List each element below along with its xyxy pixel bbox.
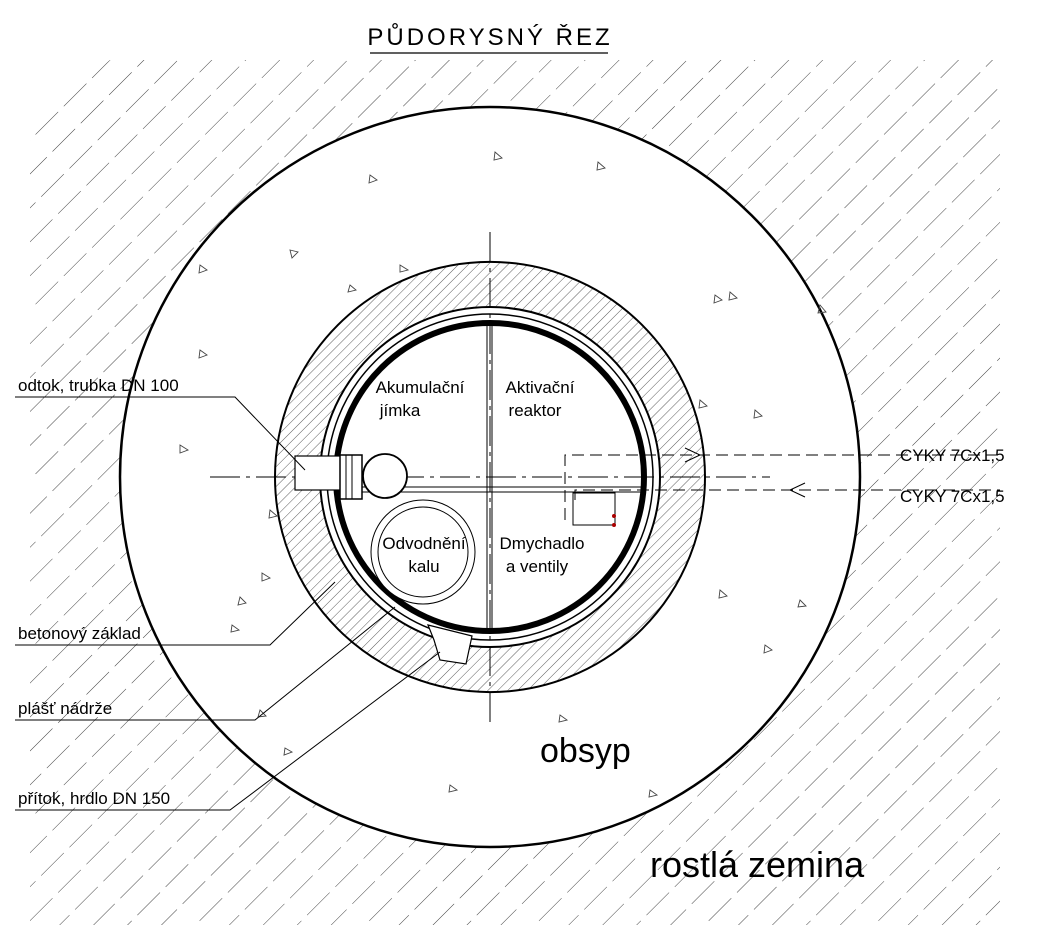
callout-label: přítok, hrdlo DN 150 [18, 789, 170, 808]
chamber-label: Odvodnění [382, 534, 465, 553]
outlet-elbow [363, 454, 407, 498]
terminal [612, 514, 616, 518]
terminal [612, 523, 616, 527]
cable-label: CYKY 7Cx1,5 [900, 446, 1005, 465]
callout-label: betonový základ [18, 624, 141, 643]
drawing: PŮDORYSNÝ ŘEZ Akumulační jímka Aktivační… [0, 0, 1037, 932]
chamber-label: Dmychadlo [499, 534, 584, 553]
callout-label: plášť nádrže [18, 699, 112, 718]
title: PŮDORYSNÝ ŘEZ [367, 22, 612, 51]
chamber-label: jímka [379, 401, 421, 420]
callout-label: odtok, trubka DN 100 [18, 376, 179, 395]
chamber-label: a ventily [506, 557, 569, 576]
chamber-label: Akumulační [376, 378, 465, 397]
outlet-pipe [295, 456, 345, 490]
cable-label: CYKY 7Cx1,5 [900, 487, 1005, 506]
zone-label: obsyp [540, 732, 631, 770]
zone-label: rostlá zemina [650, 844, 865, 885]
chamber-label: Aktivační [506, 378, 575, 397]
outlet-socket [340, 455, 362, 499]
chamber-label: reaktor [509, 401, 562, 420]
chamber-label: kalu [408, 557, 439, 576]
